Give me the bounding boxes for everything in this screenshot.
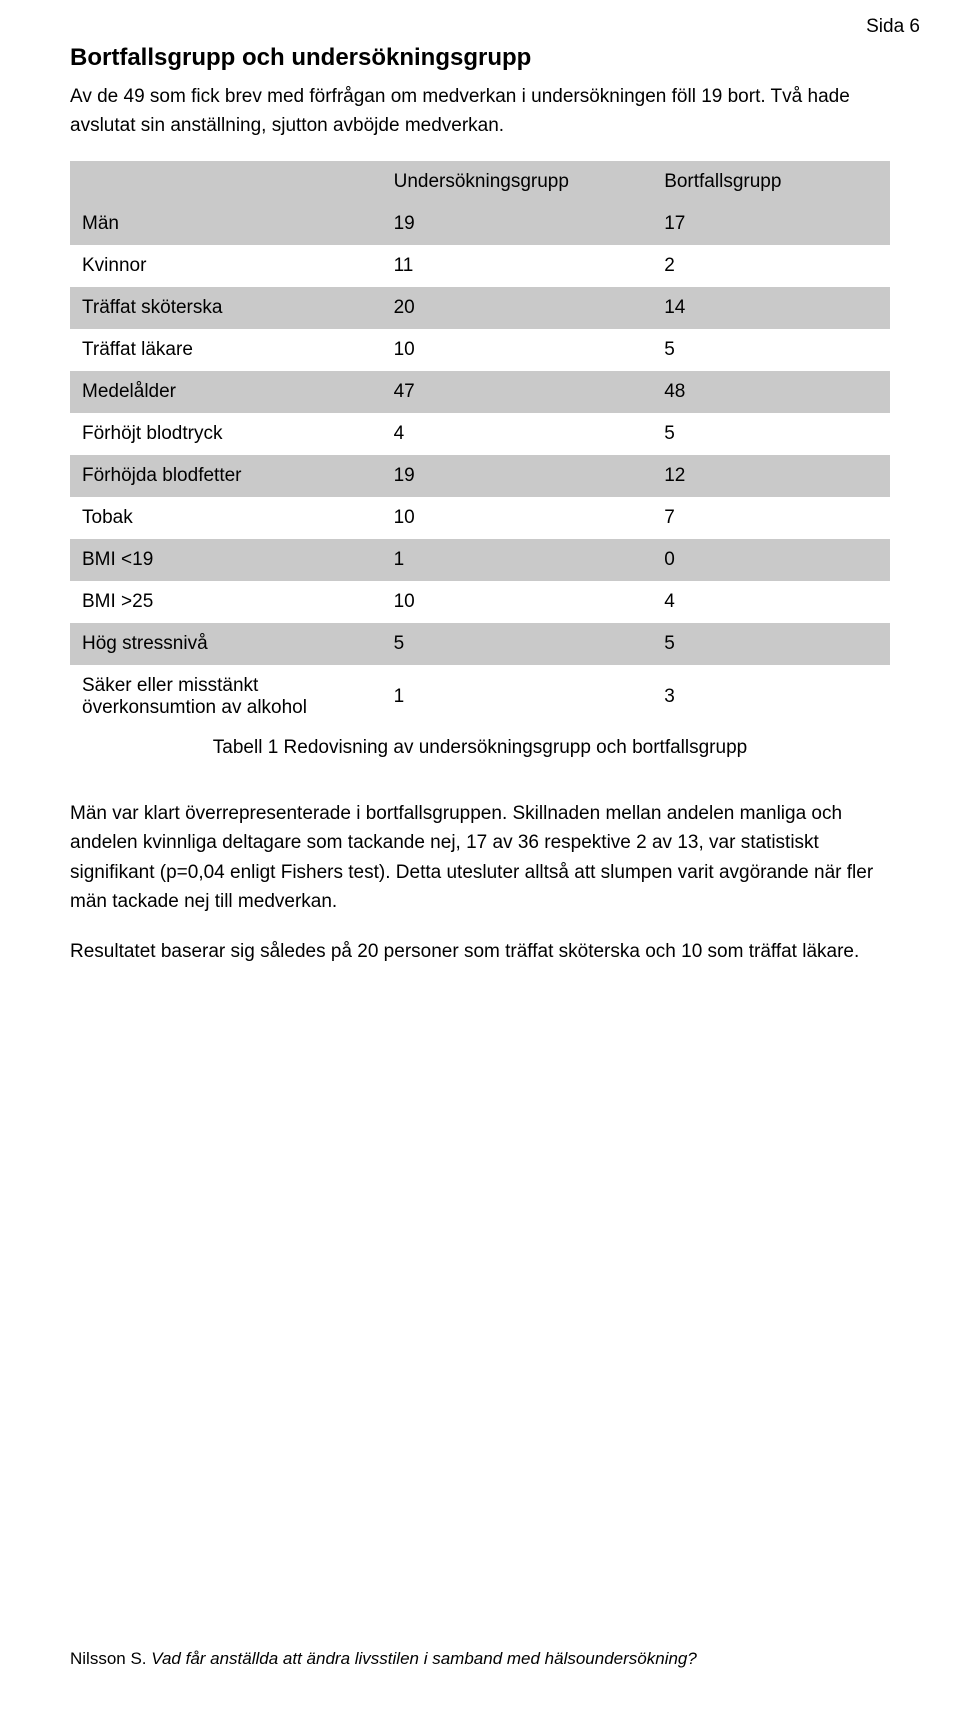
comparison-table: Undersökningsgrupp Bortfallsgrupp Män191… xyxy=(70,161,890,729)
table-row: BMI <1910 xyxy=(70,539,890,581)
row-dropout-value: 7 xyxy=(652,497,890,539)
row-dropout-value: 2 xyxy=(652,245,890,287)
body-paragraph-1: Män var klart överrepresenterade i bortf… xyxy=(70,799,890,917)
row-study-value: 10 xyxy=(382,497,653,539)
table-row: Träffat sköterska2014 xyxy=(70,287,890,329)
row-label: Säker eller misstänkt överkonsumtion av … xyxy=(70,665,382,729)
row-dropout-value: 5 xyxy=(652,623,890,665)
table-row: Medelålder4748 xyxy=(70,371,890,413)
row-label: BMI <19 xyxy=(70,539,382,581)
row-dropout-value: 48 xyxy=(652,371,890,413)
body-paragraph-2: Resultatet baserar sig således på 20 per… xyxy=(70,937,890,966)
table-header-row: Undersökningsgrupp Bortfallsgrupp xyxy=(70,161,890,203)
row-label: Hög stressnivå xyxy=(70,623,382,665)
table-caption: Tabell 1 Redovisning av undersökningsgru… xyxy=(70,737,890,759)
row-dropout-value: 14 xyxy=(652,287,890,329)
row-study-value: 1 xyxy=(382,539,653,581)
table-header-study-group: Undersökningsgrupp xyxy=(382,161,653,203)
table-row: Tobak107 xyxy=(70,497,890,539)
row-dropout-value: 17 xyxy=(652,203,890,245)
table-row: Kvinnor112 xyxy=(70,245,890,287)
row-label: Förhöjt blodtryck xyxy=(70,413,382,455)
row-label: Träffat läkare xyxy=(70,329,382,371)
row-study-value: 20 xyxy=(382,287,653,329)
footer-title: Vad får anställda att ändra livsstilen i… xyxy=(151,1649,697,1668)
row-label: Tobak xyxy=(70,497,382,539)
row-dropout-value: 3 xyxy=(652,665,890,729)
row-study-value: 5 xyxy=(382,623,653,665)
table-row: Hög stressnivå55 xyxy=(70,623,890,665)
row-dropout-value: 4 xyxy=(652,581,890,623)
page-number: Sida 6 xyxy=(866,16,920,38)
table-row: Förhöjda blodfetter1912 xyxy=(70,455,890,497)
table-row: Träffat läkare105 xyxy=(70,329,890,371)
row-study-value: 19 xyxy=(382,203,653,245)
table-header-blank xyxy=(70,161,382,203)
table-row: BMI >25104 xyxy=(70,581,890,623)
table-row: Män1917 xyxy=(70,203,890,245)
row-study-value: 4 xyxy=(382,413,653,455)
section-title: Bortfallsgrupp och undersökningsgrupp xyxy=(70,44,890,72)
row-study-value: 1 xyxy=(382,665,653,729)
row-dropout-value: 5 xyxy=(652,413,890,455)
row-study-value: 47 xyxy=(382,371,653,413)
row-label: Män xyxy=(70,203,382,245)
row-dropout-value: 5 xyxy=(652,329,890,371)
row-study-value: 10 xyxy=(382,581,653,623)
table-row: Säker eller misstänkt överkonsumtion av … xyxy=(70,665,890,729)
row-label: Medelålder xyxy=(70,371,382,413)
intro-paragraph: Av de 49 som fick brev med förfrågan om … xyxy=(70,82,890,141)
table-row: Förhöjt blodtryck45 xyxy=(70,413,890,455)
row-dropout-value: 0 xyxy=(652,539,890,581)
row-label: Träffat sköterska xyxy=(70,287,382,329)
row-study-value: 11 xyxy=(382,245,653,287)
row-label: BMI >25 xyxy=(70,581,382,623)
row-label: Förhöjda blodfetter xyxy=(70,455,382,497)
table-header-dropout-group: Bortfallsgrupp xyxy=(652,161,890,203)
footer-author: Nilsson S. xyxy=(70,1649,151,1668)
row-study-value: 19 xyxy=(382,455,653,497)
row-study-value: 10 xyxy=(382,329,653,371)
row-dropout-value: 12 xyxy=(652,455,890,497)
row-label: Kvinnor xyxy=(70,245,382,287)
page-footer: Nilsson S. Vad får anställda att ändra l… xyxy=(70,1649,890,1669)
